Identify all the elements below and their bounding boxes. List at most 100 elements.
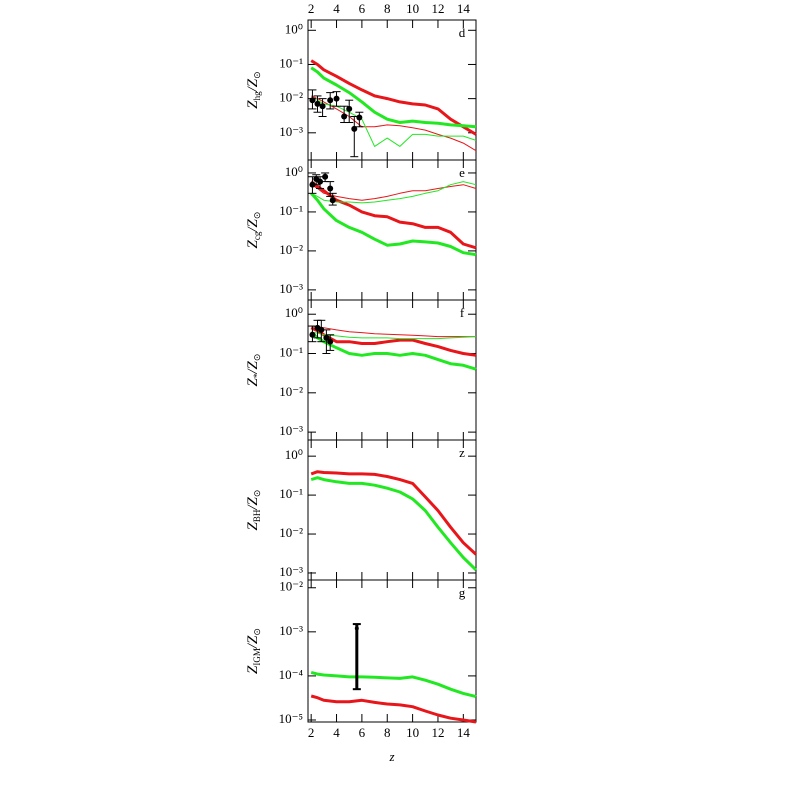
data-point (317, 178, 324, 185)
x-tick-label: 2 (308, 725, 315, 740)
y-axis-label-part: Z (245, 521, 261, 530)
y-axis-label: ZIGM/Z⊙ (245, 628, 262, 674)
x-tick-label: 14 (457, 725, 471, 740)
x-tick-label: 6 (359, 725, 366, 740)
data-point (319, 103, 326, 110)
panel-frame (307, 579, 477, 723)
data-point (346, 105, 353, 112)
y-tick-label: 10⁻² (279, 384, 303, 399)
panel-label: f (460, 305, 465, 320)
y-tick-label: 10⁻³ (279, 564, 303, 579)
panel-frame (307, 439, 477, 581)
y-tick-label: 10⁻¹ (279, 203, 303, 218)
y-tick-label: 10⁻³ (279, 623, 303, 638)
data-point (309, 331, 316, 338)
series-line (311, 331, 477, 340)
series-line (310, 59, 477, 136)
x-tick-label: 6 (359, 1, 366, 16)
series-line (310, 180, 477, 250)
panel-frame (307, 19, 477, 161)
y-axis-label-part: /Z (245, 218, 261, 232)
y-axis-label-part: ⊙ (252, 490, 262, 498)
y-axis-label-part: ⊙ (252, 628, 262, 636)
y-tick-label: 10⁻¹ (279, 344, 303, 359)
x-tick-label: 4 (333, 1, 340, 16)
panel-label: e (459, 165, 465, 180)
y-axis-label-part: ⊙ (252, 71, 262, 79)
y-tick-label: 10⁻³ (279, 281, 303, 296)
y-tick-label: 10⁻² (279, 525, 303, 540)
y-axis-label-part: IGM (252, 648, 262, 666)
y-axis-label-part: ⊙ (252, 354, 262, 362)
y-axis-label-part: ⊙ (252, 212, 262, 220)
panel-label: g (459, 585, 466, 600)
series-line (310, 181, 477, 204)
x-tick-label: 8 (384, 1, 391, 16)
x-tick-label: 14 (457, 1, 471, 16)
series-line (310, 670, 477, 699)
x-tick-label: 8 (384, 725, 391, 740)
y-tick-label: 10⁻⁴ (279, 667, 304, 682)
series-line (310, 470, 478, 556)
y-axis-label-part: Z (245, 239, 261, 248)
y-tick-label: 10⁻² (279, 90, 303, 105)
data-point (322, 173, 329, 180)
y-tick-label: 10⁰ (285, 305, 303, 320)
data-point (356, 114, 363, 121)
panel-frame (307, 159, 477, 301)
y-axis-label-part: BH (252, 509, 262, 522)
x-tick-label: 10 (406, 1, 419, 16)
data-point (327, 185, 334, 192)
series-line (310, 184, 477, 201)
data-point (351, 125, 358, 132)
y-axis-label: Z*/Z⊙ (245, 354, 262, 387)
series-line (311, 325, 476, 338)
data-point (327, 97, 334, 104)
x-tick-label: 12 (431, 1, 444, 16)
y-tick-label: 10⁰ (285, 164, 303, 179)
y-axis-label: Zcg/Z⊙ (245, 212, 262, 249)
y-tick-label: 10⁰ (285, 447, 303, 462)
series-line (310, 694, 477, 724)
y-axis-label-part: Z (245, 665, 261, 674)
series-line (310, 66, 477, 129)
y-tick-label: 10⁻² (279, 242, 303, 257)
panel-frame (307, 299, 477, 441)
y-axis-label-part: /Z (245, 360, 261, 374)
y-axis-label-part: /Z (245, 78, 261, 92)
x-axis-label: z (388, 749, 394, 764)
x-tick-label: 10 (406, 725, 419, 740)
y-axis-label-part: /Z (245, 496, 261, 510)
y-tick-label: 10⁻² (279, 579, 303, 594)
y-tick-label: 10⁻¹ (279, 486, 303, 501)
data-point (314, 100, 321, 107)
y-axis-label: ZBH/Z⊙ (245, 490, 262, 531)
data-point (354, 626, 359, 631)
y-axis-label-part: cg (252, 231, 262, 240)
y-axis-label-part: hg (252, 91, 262, 101)
series-line (310, 192, 477, 257)
data-point (329, 197, 336, 204)
y-tick-label: 10⁻³ (279, 124, 303, 139)
data-point (327, 338, 334, 345)
series-line (310, 326, 477, 357)
y-tick-label: 10⁻¹ (279, 55, 303, 70)
panel-label: d (459, 25, 466, 40)
y-axis-label-part: * (252, 373, 262, 378)
panel-label: z (459, 445, 465, 460)
data-point (318, 326, 325, 333)
y-tick-label: 10⁻⁵ (279, 711, 303, 726)
data-point (341, 113, 348, 120)
series-line (311, 98, 477, 147)
y-tick-label: 10⁰ (285, 21, 303, 36)
y-axis-label-part: Z (245, 100, 261, 109)
y-axis-label-part: /Z (245, 635, 261, 649)
data-point (333, 95, 340, 102)
x-tick-label: 4 (333, 725, 340, 740)
x-tick-label: 12 (431, 725, 444, 740)
y-axis-label: Zhg/Z⊙ (245, 71, 262, 108)
y-tick-label: 10⁻³ (279, 423, 303, 438)
data-point (309, 97, 316, 104)
y-axis-label-part: Z (245, 377, 261, 386)
